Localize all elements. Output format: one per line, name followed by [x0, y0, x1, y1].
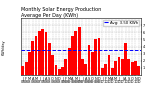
Bar [21, 66, 24, 75]
Bar [94, 39, 97, 75]
Bar [104, 64, 107, 75]
Bar [64, 59, 67, 75]
Bar [88, 45, 91, 75]
Bar [111, 68, 114, 75]
Bar [25, 62, 28, 75]
Bar [58, 69, 61, 75]
Bar [31, 41, 34, 75]
Bar [51, 55, 54, 75]
Bar [78, 27, 80, 75]
Bar [55, 65, 57, 75]
Bar [81, 59, 84, 75]
Bar [48, 43, 51, 75]
Text: Monthly Solar Energy Production
Average Per Day (KWh): Monthly Solar Energy Production Average … [21, 7, 101, 18]
Legend: Avg: 3.50 KWh: Avg: 3.50 KWh [103, 20, 139, 26]
Bar [91, 52, 94, 75]
Bar [28, 52, 31, 75]
Bar [98, 38, 100, 75]
Bar [124, 43, 127, 75]
Bar [38, 31, 41, 75]
Bar [134, 61, 137, 75]
Text: KWh/day: KWh/day [2, 39, 6, 55]
Bar [84, 64, 87, 75]
Bar [68, 48, 71, 75]
Bar [71, 36, 74, 75]
Bar [128, 59, 130, 75]
Bar [137, 66, 140, 75]
Bar [131, 62, 134, 75]
Bar [41, 29, 44, 75]
Bar [74, 31, 77, 75]
Bar [108, 55, 110, 75]
Bar [101, 68, 104, 75]
Bar [121, 59, 124, 75]
Bar [117, 57, 120, 75]
Bar [114, 61, 117, 75]
Bar [45, 32, 47, 75]
Bar [61, 67, 64, 75]
Bar [35, 36, 37, 75]
